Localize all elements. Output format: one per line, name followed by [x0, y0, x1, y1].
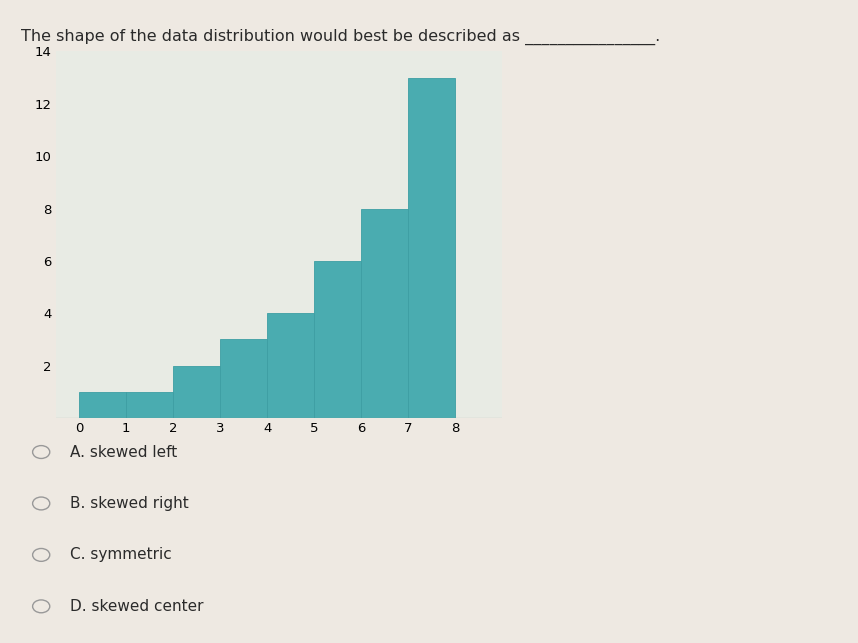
Bar — [408, 78, 455, 418]
Text: The shape of the data distribution would best be described as ________________.: The shape of the data distribution would… — [21, 29, 661, 45]
Bar — [79, 392, 126, 418]
Bar — [314, 261, 361, 418]
Bar — [221, 340, 267, 418]
Text: D. skewed center: D. skewed center — [70, 599, 204, 614]
Text: B. skewed right: B. skewed right — [70, 496, 189, 511]
Bar — [267, 313, 314, 418]
Text: C. symmetric: C. symmetric — [70, 547, 172, 563]
Bar — [173, 366, 221, 418]
Bar — [361, 208, 408, 418]
Bar — [126, 392, 173, 418]
Text: A. skewed left: A. skewed left — [70, 444, 178, 460]
